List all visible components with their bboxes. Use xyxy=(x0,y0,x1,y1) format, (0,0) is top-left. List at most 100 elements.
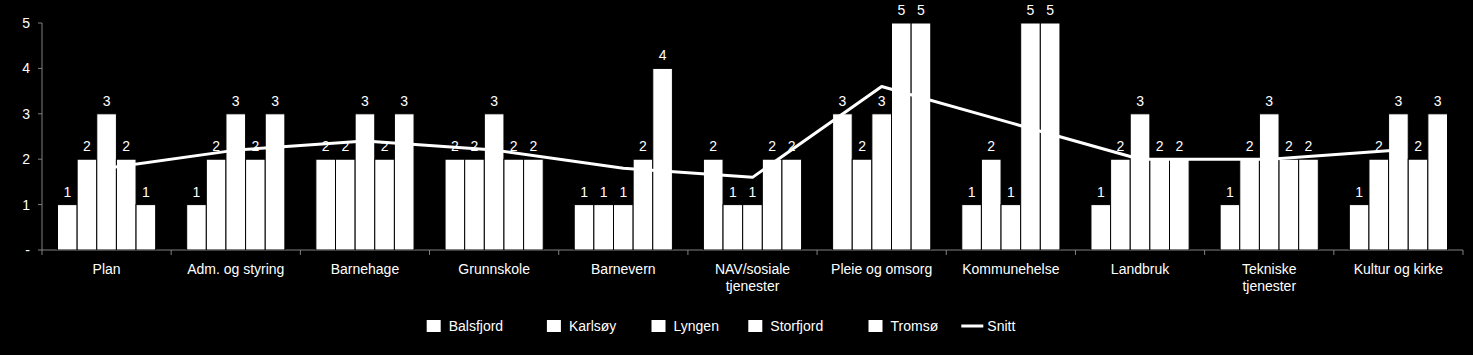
data-labels: 1122123111122221122222333311313332222225… xyxy=(63,2,1441,200)
bar xyxy=(1369,159,1389,250)
bar xyxy=(524,159,544,250)
data-label: 1 xyxy=(749,184,757,200)
y-tick-label: 5 xyxy=(22,15,30,31)
x-tick-label: Teknisketjenester xyxy=(1242,261,1297,294)
bar xyxy=(226,114,246,250)
data-label: 2 xyxy=(471,138,479,154)
data-label: 2 xyxy=(83,138,91,154)
bar xyxy=(77,159,97,250)
chart-root: -12345PlanAdm. og styringBarnehageGrunns… xyxy=(0,0,1473,355)
data-label: 1 xyxy=(729,184,737,200)
bar xyxy=(1259,114,1279,250)
bar xyxy=(1389,114,1409,250)
data-label: 2 xyxy=(1414,138,1422,154)
bar xyxy=(1169,159,1189,250)
bar xyxy=(891,23,911,250)
y-tick xyxy=(38,113,42,114)
data-label: 1 xyxy=(619,184,627,200)
x-tick xyxy=(1463,250,1464,255)
data-label: 2 xyxy=(510,138,518,154)
bar xyxy=(1408,159,1428,250)
data-label: 1 xyxy=(1007,184,1015,200)
legend-label: Lyngen xyxy=(674,318,719,334)
y-tick xyxy=(38,250,42,251)
x-tick xyxy=(946,250,947,255)
legend-label: Storfjord xyxy=(770,318,823,334)
bar xyxy=(445,159,465,250)
bar xyxy=(594,205,614,250)
bar xyxy=(116,159,136,250)
data-label: 2 xyxy=(252,138,260,154)
x-tick xyxy=(429,250,430,255)
x-tick xyxy=(1333,250,1334,255)
x-tick-label: Grunnskole xyxy=(458,261,530,277)
data-label: 3 xyxy=(232,93,240,109)
bar xyxy=(962,205,982,250)
data-label: 2 xyxy=(1246,138,1254,154)
y-tick-label: - xyxy=(25,242,30,258)
y-tick-label: 1 xyxy=(22,197,30,213)
data-label: 3 xyxy=(1395,93,1403,109)
y-tick-label: 3 xyxy=(22,106,30,122)
line xyxy=(107,87,1399,178)
y-tick xyxy=(38,23,42,24)
bar xyxy=(1091,205,1111,250)
data-label: 1 xyxy=(600,184,608,200)
bar xyxy=(1150,159,1170,250)
bar xyxy=(743,205,763,250)
x-tick xyxy=(300,250,301,255)
data-label: 1 xyxy=(193,184,201,200)
data-label: 1 xyxy=(580,184,588,200)
y-tick-label: 4 xyxy=(22,60,30,76)
bar xyxy=(1130,114,1150,250)
data-label: 1 xyxy=(1226,184,1234,200)
y-tick-label: 2 xyxy=(22,151,30,167)
legend: BalsfjordKarlsøyLyngenStorfjordTromsøSni… xyxy=(427,318,1016,334)
legend-swatch xyxy=(547,320,561,332)
bar xyxy=(355,114,375,250)
legend-swatch xyxy=(869,320,883,332)
data-label: 3 xyxy=(271,93,279,109)
bar xyxy=(762,159,782,250)
data-label: 2 xyxy=(451,138,459,154)
bar xyxy=(265,114,285,250)
bar xyxy=(1299,159,1319,250)
data-label: 3 xyxy=(1265,93,1273,109)
x-tick xyxy=(558,250,559,255)
background xyxy=(0,0,1473,355)
y-tick xyxy=(38,159,42,160)
y-tick xyxy=(38,204,42,205)
data-label: 1 xyxy=(1355,184,1363,200)
legend-swatch xyxy=(961,325,983,328)
legend-label: Balsfjord xyxy=(449,318,503,334)
data-label: 2 xyxy=(381,138,389,154)
x-tick-label: Pleie og omsorg xyxy=(831,261,932,277)
bar xyxy=(375,159,395,250)
x-tick xyxy=(687,250,688,255)
chart: -12345PlanAdm. og styringBarnehageGrunns… xyxy=(0,0,1473,355)
bar xyxy=(653,68,673,250)
data-label: 2 xyxy=(858,138,866,154)
data-label: 2 xyxy=(639,138,647,154)
data-label: 3 xyxy=(103,93,111,109)
x-tick-label: Kultur og kirke xyxy=(1354,261,1444,277)
x-tick-label: Barnevern xyxy=(591,261,656,277)
bar xyxy=(633,159,653,250)
bar xyxy=(136,205,156,250)
bar xyxy=(852,159,872,250)
bar xyxy=(1279,159,1299,250)
bar xyxy=(465,159,485,250)
x-tick-label: Kommunehelse xyxy=(962,261,1059,277)
data-label: 3 xyxy=(878,93,886,109)
bar xyxy=(1428,114,1448,250)
data-label: 3 xyxy=(1434,93,1442,109)
legend-swatch xyxy=(652,320,666,332)
bar xyxy=(1240,159,1260,250)
bar xyxy=(981,159,1001,250)
bar xyxy=(187,205,207,250)
data-label: 5 xyxy=(897,2,905,18)
bar xyxy=(574,205,594,250)
x-tick xyxy=(1204,250,1205,255)
data-label: 2 xyxy=(212,138,220,154)
x-tick xyxy=(817,250,818,255)
